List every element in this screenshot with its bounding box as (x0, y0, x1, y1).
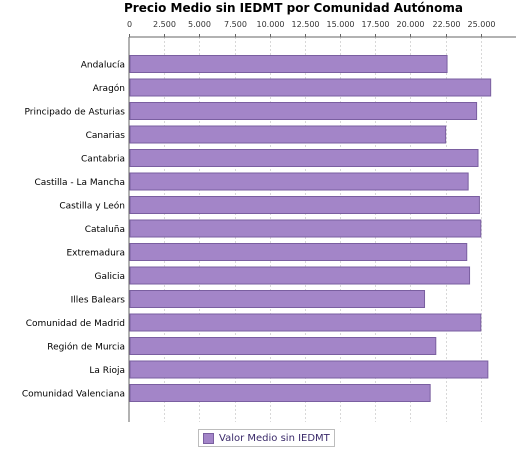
x-tick-label: 7.500 (224, 20, 247, 29)
bar (129, 55, 448, 73)
category-label: Cantabria (81, 155, 125, 165)
x-tick-label: 17.500 (362, 20, 390, 29)
category-label: Principado de Asturias (24, 108, 125, 118)
bar (129, 290, 426, 308)
bars (129, 55, 492, 402)
x-tick-label: 2.500 (153, 20, 176, 29)
bar (129, 125, 447, 144)
category-label: Galicia (95, 272, 125, 282)
legend-swatch (203, 432, 214, 444)
category-label: Illes Balears (71, 296, 126, 306)
category-labels: Andalucía Aragón Principado de Asturias Can… (22, 61, 125, 400)
bar (129, 149, 479, 167)
bar (129, 78, 492, 97)
category-label: Aragón (93, 83, 125, 94)
bar (129, 196, 480, 214)
bar (129, 337, 437, 355)
category-label: La Rioja (89, 366, 125, 376)
x-axis: 0 2.500 5.000 7.500 10.000 12.500 15.000 17.500… (127, 20, 516, 422)
category-label: Andalucía (81, 61, 125, 71)
category-label: Canarias (86, 131, 126, 141)
bar (129, 360, 489, 379)
bar (129, 102, 478, 120)
legend: Valor Medio sin IEDMT (198, 429, 335, 447)
x-tick-label: 5.000 (188, 20, 211, 29)
category-label: Cataluña (85, 225, 125, 235)
category-label: Extremadura (67, 249, 126, 259)
x-tick-label: 22.500 (433, 20, 461, 29)
bar (129, 172, 469, 191)
x-tick-label: 10.000 (257, 20, 285, 29)
bar (129, 266, 471, 285)
bar (129, 219, 482, 238)
category-label: Comunidad Valenciana (22, 390, 125, 400)
category-label: Comunidad de Madrid (26, 319, 125, 329)
bar (129, 384, 431, 402)
category-label: Región de Murcia (47, 342, 125, 353)
category-label: Castilla - La Mancha (34, 178, 125, 188)
x-tick-label: 12.500 (292, 20, 320, 29)
x-tick-label: 20.000 (397, 20, 425, 29)
x-tick-label: 15.000 (327, 20, 355, 29)
bar (129, 243, 468, 261)
legend-label: Valor Medio sin IEDMT (219, 432, 330, 444)
bar (129, 313, 482, 332)
x-tick-label: 0 (127, 20, 132, 29)
x-tick-label: 25.000 (468, 20, 496, 29)
category-label: Castilla y León (59, 201, 125, 212)
chart-title: Precio Medio sin IEDMT por Comunidad Aut… (124, 1, 463, 15)
